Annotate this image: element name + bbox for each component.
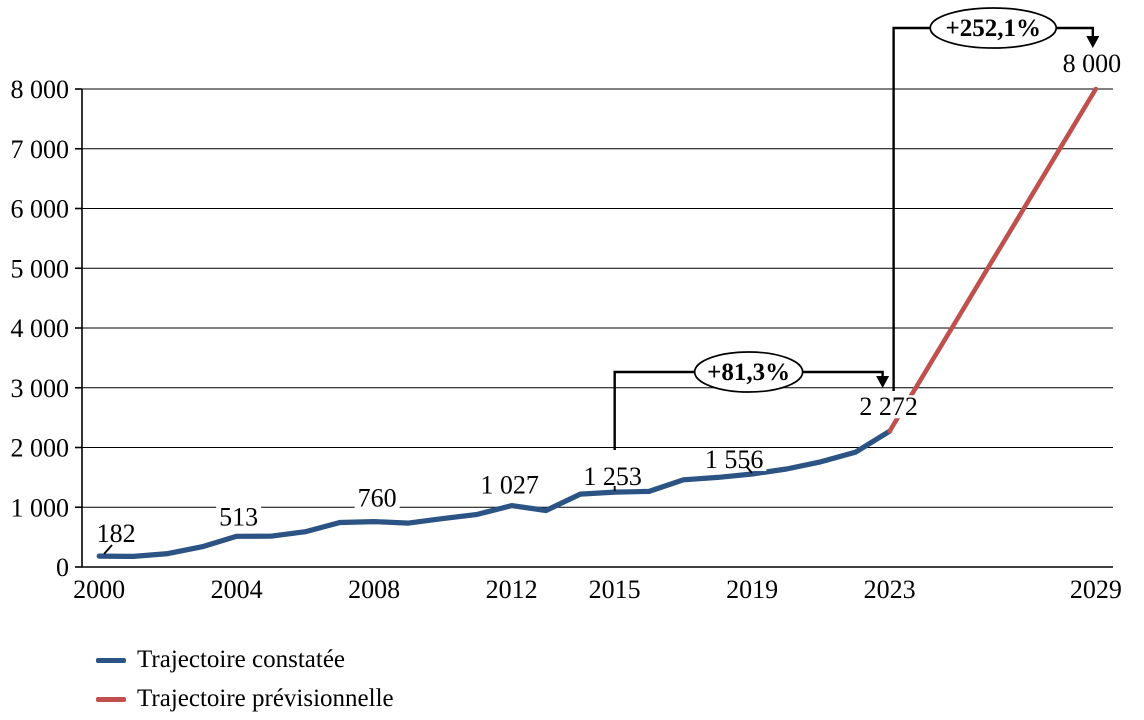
x-axis-label: 2000: [73, 575, 125, 604]
data-point-label: 1 253: [583, 462, 642, 491]
x-axis-label: 2012: [486, 575, 538, 604]
y-axis-label: 8 000: [11, 75, 70, 104]
observed-series-swatch: [96, 657, 126, 663]
legend-label-forecast: Trajectoire prévisionnelle: [137, 685, 394, 712]
series-line-forecast: [887, 86, 1099, 434]
x-axis-label: 2004: [211, 575, 263, 604]
y-axis-label: 7 000: [11, 135, 70, 164]
data-point-label-mask: [1059, 52, 1125, 75]
data-point-label-mask: [580, 465, 645, 489]
leader-182: [103, 544, 113, 555]
data-point-label: 2 272: [859, 392, 918, 421]
data-point-label: 8 000: [1063, 49, 1122, 78]
annotation-label: +81,3%: [707, 359, 790, 386]
series-line-observed: [96, 428, 893, 560]
y-axis-label: 1 000: [11, 493, 70, 522]
leader-1556: [745, 465, 753, 474]
y-axis-label: 6 000: [11, 195, 70, 224]
annotation-arrowhead: [876, 376, 890, 388]
y-axis-label: 2 000: [11, 434, 70, 463]
x-axis-label: 2015: [589, 575, 641, 604]
data-point-label: 182: [97, 519, 136, 548]
data-point-label-mask: [93, 522, 139, 546]
legend-item-forecast: Trajectoire prévisionnelle: [96, 684, 394, 714]
annotation-arrowhead: [1086, 36, 1100, 48]
x-axis-label: 2019: [726, 575, 778, 604]
annotation-ellipse: [929, 7, 1058, 49]
data-point-label: 1 027: [480, 471, 539, 500]
forecast-series-swatch: [96, 696, 126, 702]
data-point-label: 1 556: [705, 445, 764, 474]
data-point-label: 513: [219, 502, 258, 531]
x-axis-label: 2008: [348, 575, 400, 604]
annotation-label: +252,1%: [945, 15, 1041, 42]
data-point-label-mask: [701, 448, 767, 472]
y-axis-label: 0: [56, 553, 69, 582]
x-axis-label: 2029: [1070, 575, 1122, 604]
legend-label-observed: Trajectoire constatée: [137, 646, 346, 673]
annotation-ellipse: [693, 351, 804, 393]
y-axis-label: 3 000: [11, 374, 70, 403]
data-point-label-mask: [477, 473, 542, 497]
y-axis-label: 4 000: [11, 314, 70, 343]
data-point-label: 760: [358, 484, 397, 513]
data-point-label-mask: [216, 505, 262, 529]
x-axis-label: 2023: [864, 575, 916, 604]
data-point-label-mask: [856, 395, 921, 419]
legend-item-observed: Trajectoire constatée: [96, 645, 394, 675]
data-point-label-mask: [354, 486, 400, 510]
trajectory-chart: 0 1 000 2 000 3 000 4 000 5 000 6 000 7 000 8 00…: [10, 7, 1125, 604]
annotation-bracket: [892, 26, 1095, 391]
y-axis-label: 5 000: [11, 254, 70, 283]
legend: Trajectoire constatée Trajectoire prévis…: [96, 645, 394, 714]
